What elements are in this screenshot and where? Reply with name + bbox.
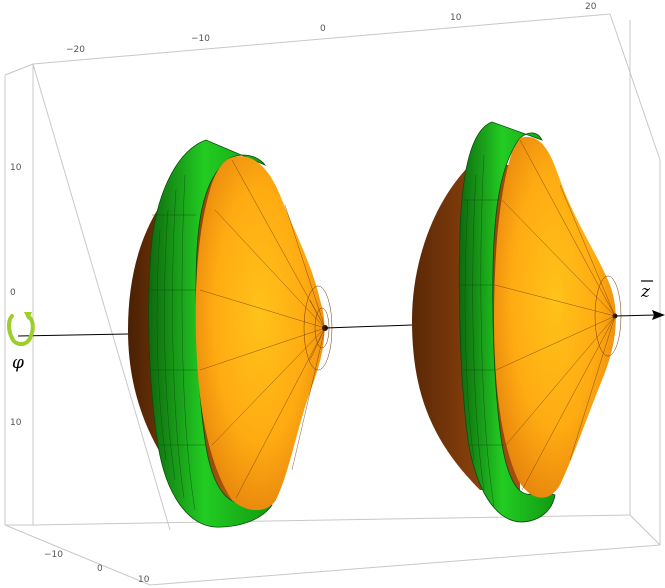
left-shell — [128, 139, 333, 528]
right-band-stripes — [460, 154, 504, 507]
bottom-axis-ticks: −10 0 10 — [44, 550, 150, 585]
tick-label: −10 — [44, 550, 63, 560]
axis-label-phi: φ — [12, 353, 24, 373]
tick-label: 0 — [97, 564, 103, 574]
phi-rotation-icon — [7, 312, 35, 346]
left-shell-face — [195, 156, 325, 511]
tick-label: 10 — [10, 418, 22, 428]
tick-label: 10 — [450, 13, 462, 23]
tick-label: 20 — [585, 2, 597, 12]
right-shell-face — [494, 136, 616, 498]
tick-label: −10 — [191, 34, 210, 44]
axis-label-z: z — [640, 280, 653, 302]
top-axis-ticks: −20 −10 0 10 20 — [66, 2, 597, 55]
tick-label: 0 — [10, 288, 16, 298]
left-band-stripes — [148, 174, 206, 511]
axis-label-z-text: z — [640, 282, 651, 302]
tick-label: −20 — [66, 45, 85, 55]
right-shell — [412, 121, 622, 523]
right-green-band — [458, 121, 556, 523]
left-green-band — [148, 139, 273, 528]
z-axis — [17, 310, 665, 337]
arrowhead-icon — [652, 310, 665, 320]
tick-label: 0 — [320, 24, 326, 34]
tick-label: 10 — [10, 163, 22, 173]
tick-label: 10 — [138, 575, 150, 585]
left-axis-ticks: 10 0 10 — [10, 163, 22, 428]
